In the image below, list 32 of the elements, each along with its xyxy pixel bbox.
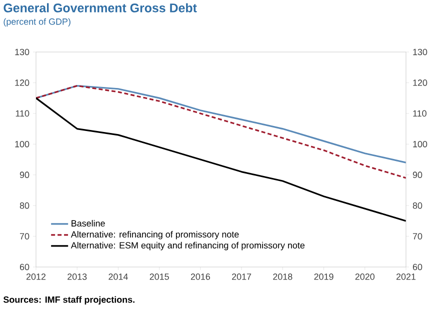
y-tick-label: 130 bbox=[413, 48, 428, 56]
y-tick-label: 60 bbox=[412, 264, 422, 270]
source-note: Sources: IMF staff projections. bbox=[3, 296, 134, 305]
y-tick-label: 110 bbox=[413, 110, 426, 117]
y2-tick-label: 100 bbox=[15, 140, 30, 148]
y2-tick-label: 60 bbox=[20, 264, 30, 270]
chart-title: General Government Gross Debt bbox=[4, 3, 197, 12]
x-tick-label: 2018 bbox=[273, 274, 292, 280]
x-tick-label: 2015 bbox=[150, 274, 169, 280]
x-tick-label: 2016 bbox=[190, 274, 210, 280]
legend-label: Alternative: ESM equity and refinancing of promissory note bbox=[70, 242, 305, 250]
y-tick-label: 70 bbox=[412, 233, 422, 240]
y2-tick-label: 70 bbox=[20, 233, 30, 240]
x-tick-label: 2017 bbox=[232, 274, 252, 280]
x-tick-label: 2019 bbox=[314, 274, 334, 280]
y-tick-label: 120 bbox=[413, 80, 428, 86]
y-tick-label: 90 bbox=[412, 172, 422, 178]
x-tick-label: 2021 bbox=[396, 274, 416, 280]
y2-tick-label: 110 bbox=[16, 110, 30, 117]
y-tick-label: 100 bbox=[413, 140, 428, 148]
y-tick-label: 80 bbox=[412, 202, 422, 209]
y2-tick-label: 130 bbox=[15, 48, 30, 56]
y2-tick-label: 120 bbox=[15, 80, 30, 86]
legend-label: Baseline bbox=[72, 220, 105, 227]
x-tick-label: 2020 bbox=[355, 274, 375, 280]
x-tick-label: 2014 bbox=[108, 274, 128, 280]
chart-subtitle: (percent of GDP) bbox=[4, 18, 70, 27]
y2-tick-label: 90 bbox=[20, 172, 30, 178]
y2-tick-label: 80 bbox=[20, 202, 30, 209]
x-tick-label: 2013 bbox=[68, 274, 87, 280]
legend-label: Alternative: refinancing of promissory note bbox=[70, 230, 239, 240]
x-tick-label: 2012 bbox=[26, 274, 46, 280]
